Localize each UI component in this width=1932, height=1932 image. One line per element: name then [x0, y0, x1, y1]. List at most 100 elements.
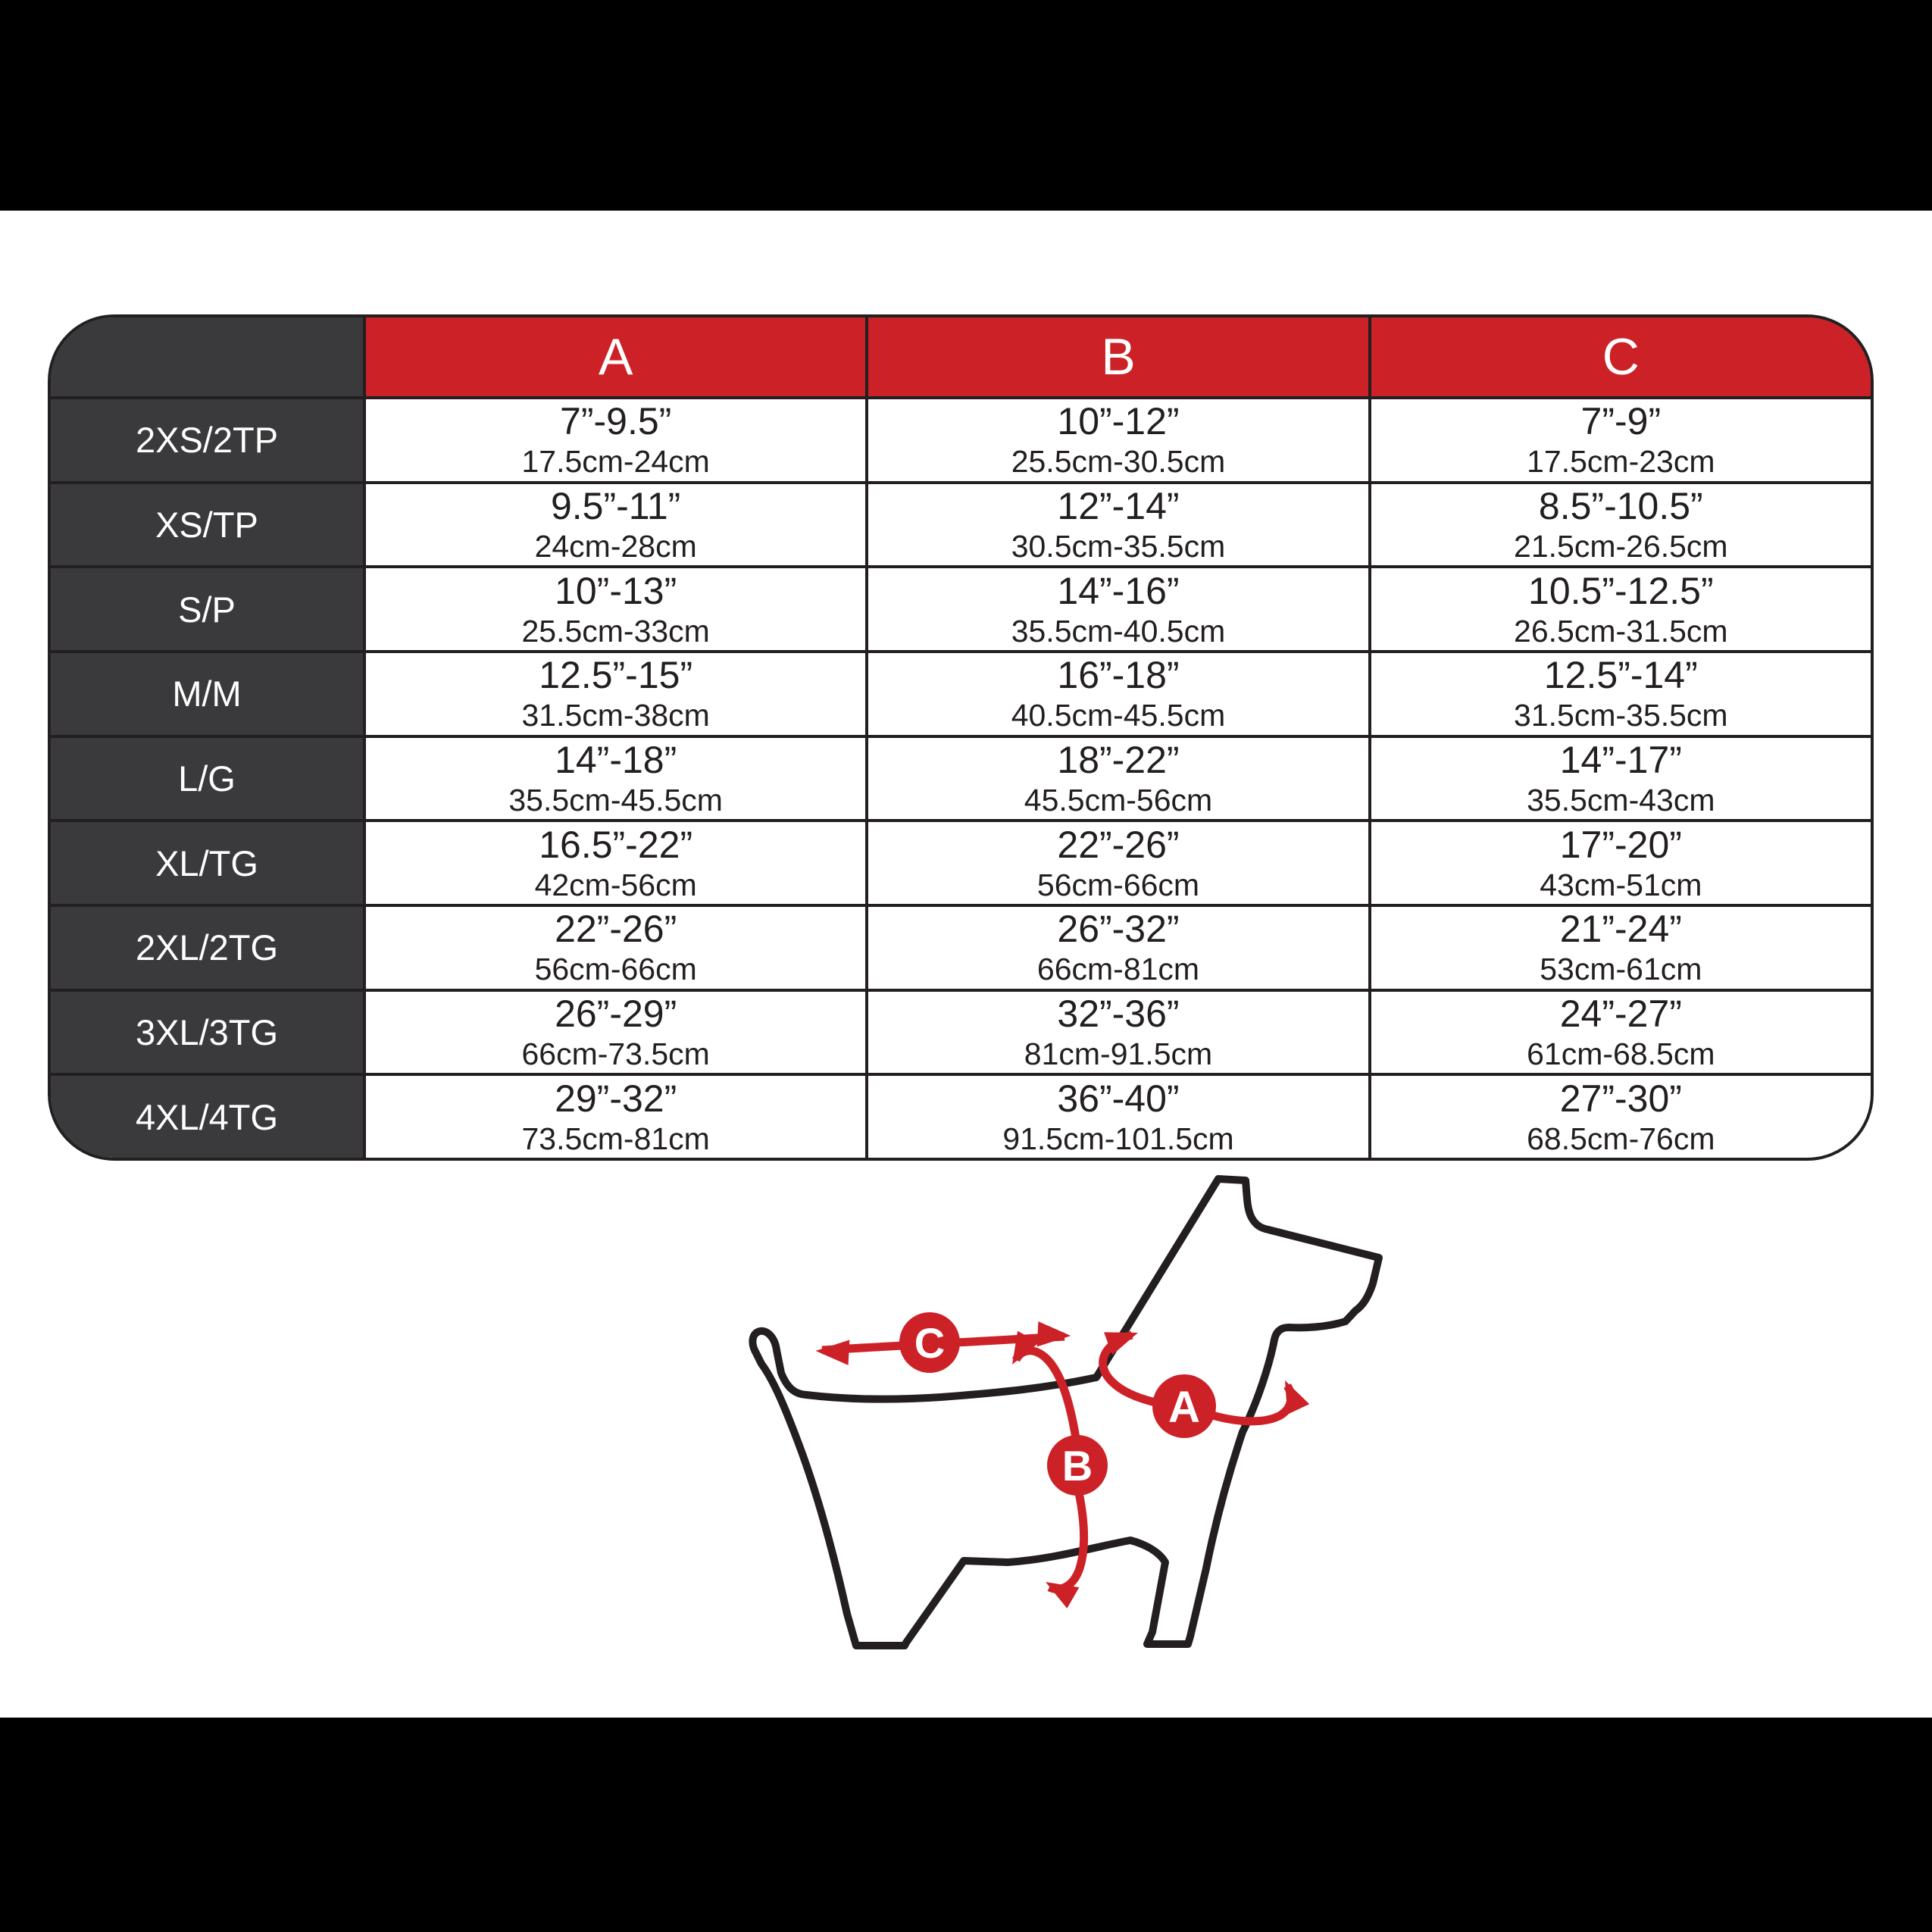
range-inches: 10”-13” — [555, 569, 677, 612]
table-cell: 16.5”-22” 42cm-56cm — [366, 822, 866, 904]
table-cell: 12”-14” 30.5cm-35.5cm — [868, 483, 1368, 566]
range-inches: 22”-26” — [555, 908, 677, 951]
range-cm: 68.5cm-76cm — [1527, 1121, 1715, 1156]
measure-c-badge: C — [899, 1312, 960, 1373]
range-inches: 12.5”-14” — [1543, 654, 1698, 697]
range-inches: 12.5”-15” — [539, 654, 693, 697]
range-inches: 10”-12” — [1057, 400, 1180, 443]
size-label: L/G — [51, 737, 363, 820]
range-inches: 8.5”-10.5” — [1538, 484, 1703, 527]
range-cm: 31.5cm-38cm — [521, 698, 710, 733]
range-cm: 53cm-61cm — [1540, 952, 1702, 987]
range-cm: 25.5cm-30.5cm — [1011, 444, 1226, 480]
range-cm: 66cm-81cm — [1036, 952, 1200, 987]
range-cm: 40.5cm-45.5cm — [1011, 698, 1226, 733]
dog-outline — [749, 1175, 1383, 1649]
letterbox-top — [0, 0, 1932, 211]
range-inches: 27”-30” — [1559, 1077, 1682, 1120]
range-cm: 81cm-91.5cm — [1024, 1036, 1213, 1071]
range-cm: 35.5cm-45.5cm — [508, 782, 723, 818]
svg-text:A: A — [1168, 1383, 1200, 1432]
range-cm: 91.5cm-101.5cm — [1002, 1121, 1234, 1156]
size-label: S/P — [51, 568, 363, 650]
svg-text:C: C — [914, 1319, 945, 1367]
range-inches: 14”-17” — [1559, 738, 1682, 781]
range-inches: 29”-32” — [555, 1077, 677, 1120]
range-cm: 30.5cm-35.5cm — [1011, 528, 1226, 564]
range-inches: 14”-16” — [1057, 569, 1180, 612]
table-cell: 14”-16” 35.5cm-40.5cm — [868, 568, 1368, 650]
measure-a-badge: A — [1152, 1374, 1216, 1438]
table-cell: 12.5”-15” 31.5cm-38cm — [366, 652, 866, 735]
range-cm: 35.5cm-43cm — [1527, 782, 1715, 818]
table-cell: 14”-17” 35.5cm-43cm — [1371, 737, 1871, 820]
table-cell: 17”-20” 43cm-51cm — [1371, 822, 1871, 904]
table-cell: 12.5”-14” 31.5cm-35.5cm — [1371, 652, 1871, 735]
range-inches: 14”-18” — [555, 738, 677, 781]
size-label: 2XL/2TG — [51, 906, 363, 989]
range-cm: 42cm-56cm — [534, 867, 697, 902]
column-header-a: A — [366, 317, 866, 396]
size-label: 2XS/2TP — [51, 399, 363, 481]
table-cell: 22”-26” 56cm-66cm — [366, 906, 866, 989]
table-cell: 32”-36” 81cm-91.5cm — [868, 991, 1368, 1074]
range-cm: 45.5cm-56cm — [1024, 782, 1213, 818]
table-cell: 10.5”-12.5” 26.5cm-31.5cm — [1371, 568, 1871, 650]
table-cell: 22”-26” 56cm-66cm — [868, 822, 1368, 904]
svg-text:B: B — [1062, 1442, 1093, 1490]
range-cm: 66cm-73.5cm — [521, 1036, 710, 1071]
range-inches: 10.5”-12.5” — [1528, 569, 1714, 612]
range-cm: 56cm-66cm — [1036, 867, 1200, 902]
range-inches: 18”-22” — [1057, 738, 1180, 781]
size-label: XS/TP — [51, 483, 363, 566]
range-inches: 21”-24” — [1559, 908, 1682, 951]
range-cm: 17.5cm-24cm — [521, 444, 710, 480]
table-cell: 7”-9.5” 17.5cm-24cm — [366, 399, 866, 481]
letterbox-bottom — [0, 1718, 1932, 1932]
table-cell: 21”-24” 53cm-61cm — [1371, 906, 1871, 989]
range-cm: 17.5cm-23cm — [1527, 444, 1715, 480]
range-inches: 9.5”-11” — [550, 484, 681, 527]
range-inches: 17”-20” — [1559, 823, 1682, 866]
table-cell: 14”-18” 35.5cm-45.5cm — [366, 737, 866, 820]
size-table: A B C 2XS/2TP 7”-9.5” 17.5cm-24cm 10”-12”… — [48, 314, 1874, 1161]
size-label: M/M — [51, 652, 363, 735]
range-inches: 22”-26” — [1057, 823, 1180, 866]
measure-b-badge: B — [1047, 1435, 1108, 1496]
size-table-grid: A B C 2XS/2TP 7”-9.5” 17.5cm-24cm 10”-12”… — [51, 317, 1871, 1158]
table-cell: 29”-32” 73.5cm-81cm — [366, 1076, 866, 1158]
column-header-c: C — [1371, 317, 1871, 396]
range-cm: 21.5cm-26.5cm — [1514, 528, 1728, 564]
table-cell: 7”-9” 17.5cm-23cm — [1371, 399, 1871, 481]
table-cell: 18”-22” 45.5cm-56cm — [868, 737, 1368, 820]
range-cm: 25.5cm-33cm — [521, 613, 710, 649]
table-cell: 36”-40” 91.5cm-101.5cm — [868, 1076, 1368, 1158]
size-label: XL/TG — [51, 822, 363, 904]
range-inches: 26”-32” — [1057, 908, 1180, 951]
range-cm: 26.5cm-31.5cm — [1514, 613, 1728, 649]
range-cm: 73.5cm-81cm — [521, 1121, 710, 1156]
range-cm: 61cm-68.5cm — [1527, 1036, 1715, 1071]
size-label: 3XL/3TG — [51, 991, 363, 1074]
range-cm: 56cm-66cm — [534, 952, 697, 987]
measure-b-arrow — [1012, 1330, 1089, 1608]
range-inches: 16.5”-22” — [539, 823, 693, 866]
table-cell: 8.5”-10.5” 21.5cm-26.5cm — [1371, 483, 1871, 566]
dog-measurement-diagram: C A B — [749, 1175, 1383, 1649]
range-cm: 24cm-28cm — [534, 528, 697, 564]
range-inches: 16”-18” — [1057, 654, 1180, 697]
table-cell: 10”-12” 25.5cm-30.5cm — [868, 399, 1368, 481]
range-inches: 12”-14” — [1057, 484, 1180, 527]
range-inches: 7”-9” — [1580, 400, 1662, 443]
table-cell: 10”-13” 25.5cm-33cm — [366, 568, 866, 650]
size-label: 4XL/4TG — [51, 1076, 363, 1158]
range-cm: 43cm-51cm — [1540, 867, 1702, 902]
range-inches: 7”-9.5” — [560, 400, 672, 443]
table-cell: 9.5”-11” 24cm-28cm — [366, 483, 866, 566]
table-corner-cell — [51, 317, 363, 396]
range-inches: 26”-29” — [555, 992, 677, 1035]
table-cell: 26”-32” 66cm-81cm — [868, 906, 1368, 989]
range-inches: 32”-36” — [1057, 992, 1180, 1035]
range-cm: 31.5cm-35.5cm — [1514, 698, 1728, 733]
